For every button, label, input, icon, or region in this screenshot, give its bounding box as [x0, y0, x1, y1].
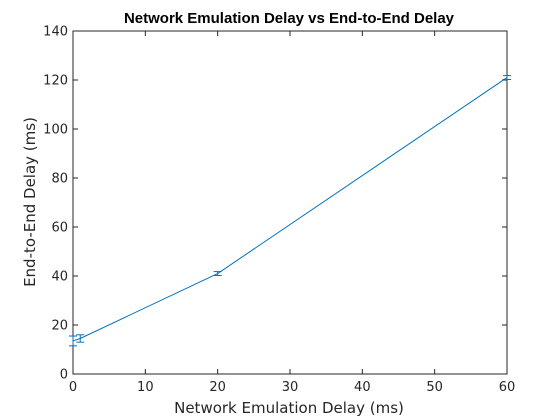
y-tick-label: 40: [51, 270, 68, 285]
x-tick-label: 10: [137, 380, 154, 395]
x-axis-label: Network Emulation Delay (ms): [174, 399, 404, 417]
plot-area-frame: [72, 30, 508, 375]
y-tick-label: 0: [60, 368, 68, 383]
x-tick-label: 40: [354, 380, 371, 395]
y-tick-label: 120: [43, 74, 68, 89]
y-axis-label: End-to-End Delay (ms): [21, 117, 39, 287]
y-tick-label: 20: [51, 319, 68, 334]
y-axis: 0 20 40 60 80 100 120 140: [43, 25, 507, 383]
y-tick-label: 80: [51, 172, 68, 187]
x-tick-label: 20: [209, 380, 226, 395]
y-tick-label: 100: [43, 123, 68, 138]
x-tick-label: 50: [426, 380, 443, 395]
series-layer: [69, 75, 511, 347]
series-line: [72, 77, 508, 342]
x-tick-label: 30: [282, 380, 299, 395]
chart-title: Network Emulation Delay vs End-to-End De…: [124, 10, 455, 27]
y-tick-label: 140: [43, 25, 68, 40]
x-axis: 0 10 20 30 40 50 60: [69, 31, 515, 395]
x-tick-label: 60: [499, 380, 516, 395]
y-tick-label: 60: [51, 221, 68, 236]
x-tick-label: 0: [69, 380, 77, 395]
